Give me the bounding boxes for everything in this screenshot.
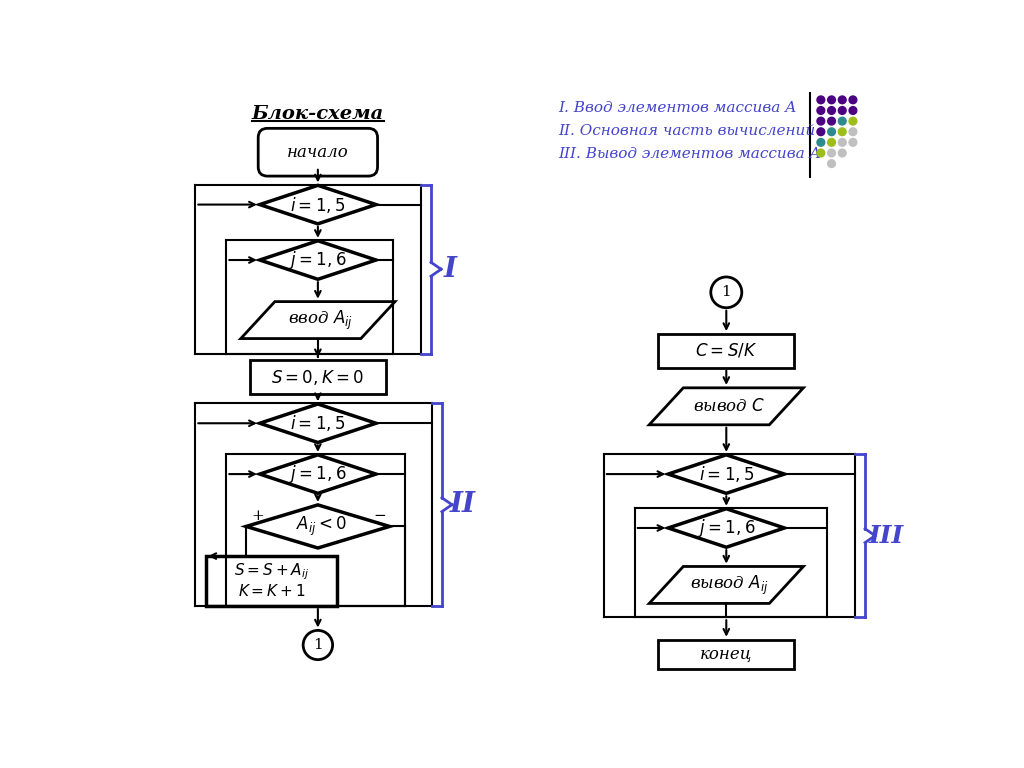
Circle shape [827, 128, 836, 136]
Circle shape [849, 96, 857, 104]
Polygon shape [260, 241, 376, 280]
Bar [206, 556, 337, 606]
Bar [658, 640, 795, 669]
Circle shape [849, 118, 857, 125]
Circle shape [711, 277, 741, 308]
Polygon shape [649, 567, 804, 604]
Polygon shape [241, 302, 395, 339]
Circle shape [839, 96, 846, 104]
Polygon shape [669, 508, 784, 548]
Circle shape [827, 160, 836, 167]
Text: $S = S + A_{ij}$: $S = S + A_{ij}$ [233, 561, 309, 582]
Circle shape [849, 138, 857, 146]
Circle shape [827, 96, 836, 104]
Circle shape [839, 149, 846, 157]
Circle shape [839, 118, 846, 125]
Text: $j = 1,6$: $j = 1,6$ [697, 517, 755, 539]
Polygon shape [669, 455, 784, 493]
Text: $j = 1,6$: $j = 1,6$ [289, 463, 346, 485]
Circle shape [849, 128, 857, 136]
Circle shape [817, 138, 824, 146]
Text: $A_{ij} < 0$: $A_{ij} < 0$ [296, 515, 347, 538]
Text: вывод $A_{ij}$: вывод $A_{ij}$ [690, 574, 769, 597]
Text: Блок-схема: Блок-схема [252, 104, 384, 123]
Circle shape [817, 96, 824, 104]
Text: конец: конец [700, 646, 753, 663]
Text: 1: 1 [313, 638, 323, 652]
Circle shape [839, 138, 846, 146]
Circle shape [827, 118, 836, 125]
Polygon shape [260, 404, 376, 442]
Text: +: + [251, 508, 264, 523]
Text: II. Основная часть вычислений: II. Основная часть вычислений [558, 124, 815, 137]
Text: начало: начало [287, 144, 349, 161]
Text: $i = 1,5$: $i = 1,5$ [290, 194, 345, 214]
Circle shape [849, 107, 857, 114]
Text: II: II [450, 492, 476, 518]
Text: I. Ввод элементов массива A: I. Ввод элементов массива A [558, 101, 797, 114]
Text: $K = K + 1$: $K = K + 1$ [238, 583, 305, 599]
Circle shape [839, 128, 846, 136]
Text: ввод $A_{ij}$: ввод $A_{ij}$ [289, 309, 353, 332]
Bar [658, 334, 795, 368]
Polygon shape [260, 455, 376, 493]
Text: 1: 1 [722, 286, 731, 300]
Circle shape [827, 149, 836, 157]
Text: −: − [374, 508, 386, 523]
Circle shape [817, 149, 824, 157]
Text: I: I [443, 256, 457, 283]
Text: $j = 1,6$: $j = 1,6$ [289, 249, 346, 271]
Circle shape [827, 107, 836, 114]
Polygon shape [260, 185, 376, 223]
Text: III: III [868, 524, 903, 548]
Circle shape [303, 631, 333, 660]
Text: $C = S / K$: $C = S / K$ [695, 342, 758, 360]
Text: вывод $C$: вывод $C$ [693, 398, 766, 415]
Polygon shape [246, 505, 389, 548]
Circle shape [817, 107, 824, 114]
Circle shape [817, 118, 824, 125]
Text: $i = 1,5$: $i = 1,5$ [698, 464, 754, 484]
Text: III. Вывод элементов массива A: III. Вывод элементов массива A [558, 147, 821, 161]
Bar [250, 360, 386, 394]
Circle shape [839, 107, 846, 114]
Text: $i = 1,5$: $i = 1,5$ [290, 413, 345, 433]
Text: $S = 0, K = 0$: $S = 0, K = 0$ [271, 368, 365, 386]
Polygon shape [649, 388, 804, 425]
Circle shape [827, 138, 836, 146]
Circle shape [817, 128, 824, 136]
FancyBboxPatch shape [258, 128, 378, 176]
